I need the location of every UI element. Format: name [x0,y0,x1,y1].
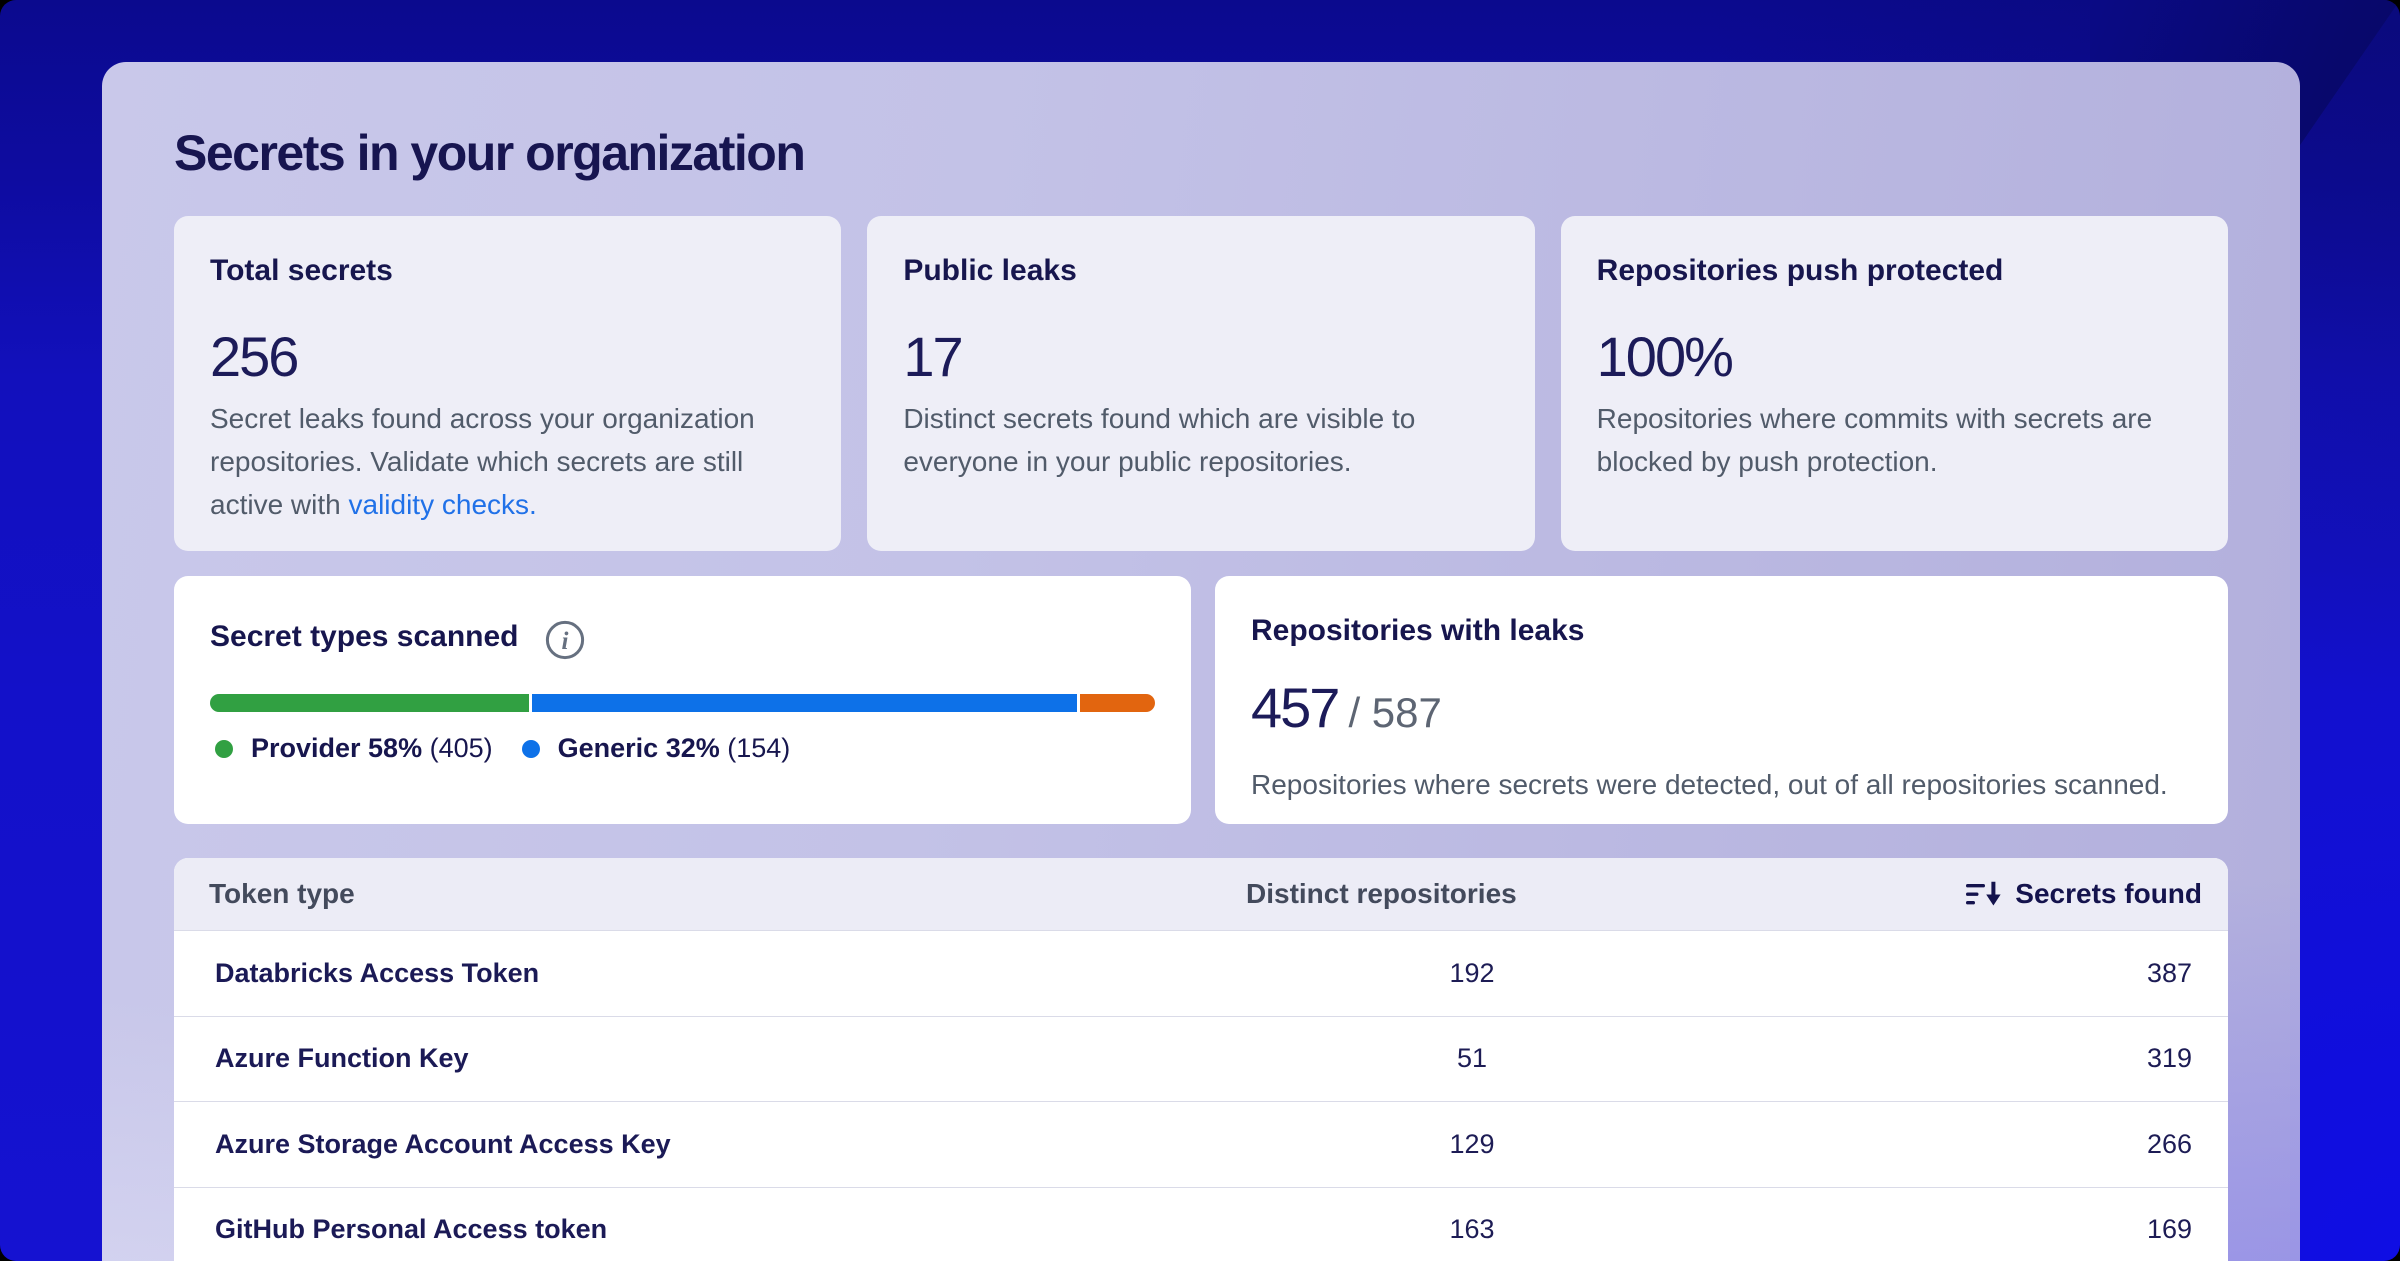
svg-text:i: i [562,628,569,655]
